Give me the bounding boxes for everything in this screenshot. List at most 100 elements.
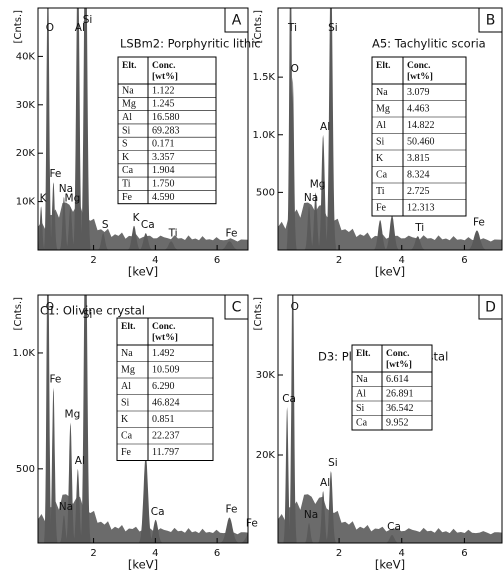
peak	[38, 206, 45, 250]
table-cell: Al	[122, 112, 132, 123]
peak	[283, 407, 291, 543]
composition-table: Elt. Conc.[wt%] Na 1.122 Mg 1.245 Al 16.580 Si 69…	[117, 56, 217, 205]
peak-label: K	[133, 212, 141, 224]
panel-title: A5: Tachylitic scoria	[372, 37, 486, 51]
peak	[49, 182, 58, 250]
y-tick-label: 20K	[16, 148, 36, 159]
peak-label: O	[291, 301, 299, 313]
peak-label: Si	[83, 309, 93, 321]
table-cell: Na	[356, 374, 368, 385]
peak	[311, 192, 321, 250]
peak-label: Ca	[151, 506, 165, 518]
panel-title: C1: Olivine crystal	[40, 304, 145, 318]
peak-label: Na	[59, 183, 73, 195]
peak	[373, 220, 387, 250]
composition-table: Elt. Conc.[wt%] Na 3.079 Mg 4.463 Al 14.822 Si 50…	[371, 56, 467, 217]
table-cell: 3.357	[152, 152, 175, 163]
table-cell: 36.542	[386, 403, 414, 414]
peak	[304, 206, 314, 250]
peak-label: Al	[75, 22, 85, 34]
peak	[44, 295, 52, 543]
table-cell: Fe	[121, 447, 132, 458]
table-cell: Ca	[356, 418, 368, 429]
peak	[80, 8, 91, 250]
x-axis-label: [keV]	[375, 265, 405, 279]
table-header: [wt%]	[152, 333, 178, 343]
table-cell: Si	[356, 403, 365, 414]
table-cell: S	[122, 139, 128, 150]
table-cell: Na	[122, 85, 134, 96]
peak-label: O	[46, 22, 54, 34]
table-cell: Ca	[376, 170, 388, 181]
table-header: [wt%]	[386, 360, 412, 370]
peak	[286, 8, 295, 250]
y-tick-label: 500	[16, 464, 35, 475]
x-tick-label: 4	[399, 548, 405, 559]
panel-letter-box	[224, 294, 249, 320]
x-tick-label: 4	[152, 255, 158, 266]
panel-letter-box	[478, 7, 503, 33]
peak-label: S	[102, 219, 109, 231]
peak-label: Ca	[141, 219, 155, 231]
panel-letter-box	[224, 7, 249, 33]
peak	[318, 134, 328, 250]
y-tick-label: 500	[256, 187, 275, 198]
peak	[73, 468, 83, 543]
peak	[163, 241, 179, 250]
peak	[240, 533, 248, 543]
y-axis-label: [Cnts.]	[253, 10, 264, 44]
table-cell: 3.079	[407, 87, 430, 98]
table-cell: 4.463	[407, 104, 430, 115]
panel: O Fe Na Mg Al Si Ca Ca Fe Fe 2 4 6 500 1.0K [keV] [Cnts.…	[13, 294, 258, 571]
peak-label: Fe	[226, 504, 238, 516]
table-cell: Ca	[122, 165, 134, 176]
y-axis-label: [Cnts.]	[253, 297, 264, 331]
x-tick-label: 6	[214, 548, 220, 559]
y-tick-label: 30K	[16, 100, 36, 111]
table-cell: 3.815	[407, 153, 430, 164]
peak	[59, 196, 69, 250]
x-axis-label: [keV]	[128, 558, 158, 571]
peak	[127, 225, 141, 250]
table-cell: 1.245	[152, 99, 175, 110]
plot-frame	[277, 7, 503, 251]
peak-label: Si	[328, 457, 338, 469]
y-tick-label: 10K	[16, 197, 36, 208]
peak	[73, 8, 83, 250]
table-cell: 0.851	[152, 414, 175, 425]
table-cell: 22.237	[152, 431, 180, 442]
peak	[148, 519, 163, 543]
y-tick-label: 1.0K	[13, 348, 36, 359]
table-cell: Mg	[376, 104, 390, 115]
table-cell: Na	[376, 87, 388, 98]
peak	[220, 241, 239, 250]
x-tick-label: 2	[336, 255, 342, 266]
table-cell: K	[376, 153, 384, 164]
table-bg	[116, 317, 214, 461]
peak	[410, 236, 426, 250]
peak	[139, 233, 153, 250]
peak-label: Fe	[226, 227, 238, 239]
composition-table: Elt. Conc.[wt%] Na 6.614 Al 26.891 Si 36.542 Ca 9…	[351, 344, 433, 431]
peak	[467, 230, 487, 250]
peak	[385, 535, 399, 543]
panel-title: LSBm2: Porphyritic lithic	[120, 37, 261, 51]
peak-label: Fe	[49, 374, 61, 386]
table-header: Elt.	[356, 349, 371, 359]
panel-letter: A	[232, 13, 242, 29]
table-cell: 69.283	[152, 125, 180, 136]
table-header: Elt.	[122, 61, 137, 71]
peak	[139, 454, 153, 543]
table-bg	[351, 344, 433, 431]
x-tick-label: 6	[461, 255, 467, 266]
peak	[97, 233, 109, 250]
peak-label: Ti	[287, 22, 297, 34]
table-cell: 12.313	[407, 203, 435, 214]
peak	[66, 422, 75, 543]
table-header: Elt.	[376, 61, 391, 71]
table-cell: 11.797	[152, 447, 179, 458]
table-cell: Al	[121, 381, 131, 392]
peak-label: Si	[83, 14, 93, 26]
peak	[326, 471, 336, 543]
